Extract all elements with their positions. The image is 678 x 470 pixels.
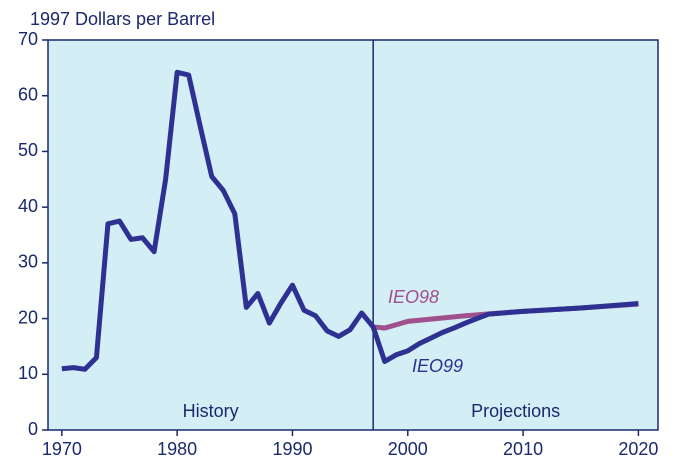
x-tick-label: 2020 bbox=[618, 439, 658, 459]
y-tick-label: 30 bbox=[18, 252, 38, 272]
y-tick-label: 50 bbox=[18, 140, 38, 160]
region-label: History bbox=[183, 401, 239, 421]
series-label: IEO98 bbox=[388, 287, 439, 307]
series-line bbox=[61, 69, 639, 372]
plot-area bbox=[47, 39, 659, 431]
y-tick-label: 40 bbox=[18, 196, 38, 216]
x-tick-label: 2010 bbox=[503, 439, 543, 459]
x-tick-label: 2000 bbox=[388, 439, 428, 459]
region-label: Projections bbox=[471, 401, 560, 421]
x-tick-label: 1980 bbox=[157, 439, 197, 459]
y-tick-label: 70 bbox=[18, 29, 38, 49]
series-label: IEO99 bbox=[412, 356, 463, 376]
x-tick-label: 1970 bbox=[42, 439, 82, 459]
y-axis-label: 1997 Dollars per Barrel bbox=[30, 9, 215, 29]
y-tick-label: 20 bbox=[18, 307, 38, 327]
x-tick-label: 1990 bbox=[272, 439, 312, 459]
y-tick-label: 0 bbox=[28, 419, 38, 439]
y-tick-label: 10 bbox=[18, 363, 38, 383]
y-tick-label: 60 bbox=[18, 84, 38, 104]
